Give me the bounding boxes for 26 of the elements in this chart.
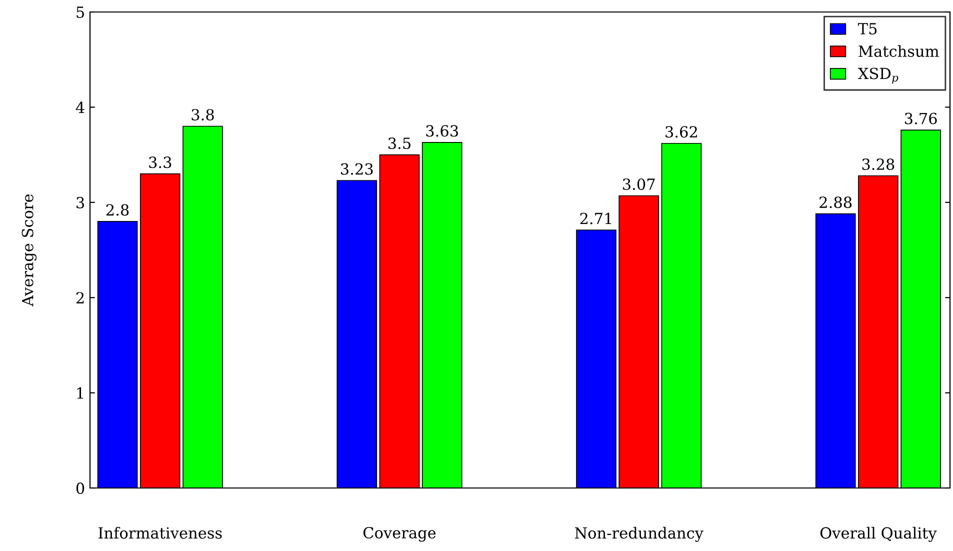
y-tick-label: 3 [76, 196, 84, 208]
data-label: 3.3 [149, 156, 172, 168]
x-tick-label: Coverage [363, 526, 436, 542]
data-label: 3.07 [622, 178, 655, 190]
legend-label: T5 [858, 23, 877, 35]
data-label: 3.5 [388, 138, 410, 150]
data-label: 3.23 [341, 163, 373, 175]
data-label: 3.62 [666, 126, 697, 138]
data-label: 2.71 [580, 212, 612, 224]
data-label: 2.8 [106, 204, 129, 216]
y-axis-title: Average Score [22, 194, 37, 306]
y-tick-label: 1 [77, 387, 83, 399]
x-tick-label: Non-redundancy [574, 526, 704, 542]
data-label: 2.88 [820, 196, 852, 208]
y-tick-label: 4 [76, 102, 84, 114]
data-label: 3.28 [862, 158, 894, 170]
x-tick-label: Overall Quality [820, 526, 937, 542]
data-label: 3.8 [192, 108, 214, 120]
legend-label: Matchsum [858, 45, 939, 57]
data-label: 3.63 [426, 125, 458, 137]
data-label: 3.76 [904, 112, 937, 124]
y-tick-label: 5 [76, 6, 84, 18]
y-tick-label: 2 [76, 292, 84, 304]
x-tick-label: Informativeness [98, 526, 222, 539]
y-tick-label: 0 [76, 482, 84, 494]
legend-label: XSD$_{p}$ [858, 68, 898, 84]
